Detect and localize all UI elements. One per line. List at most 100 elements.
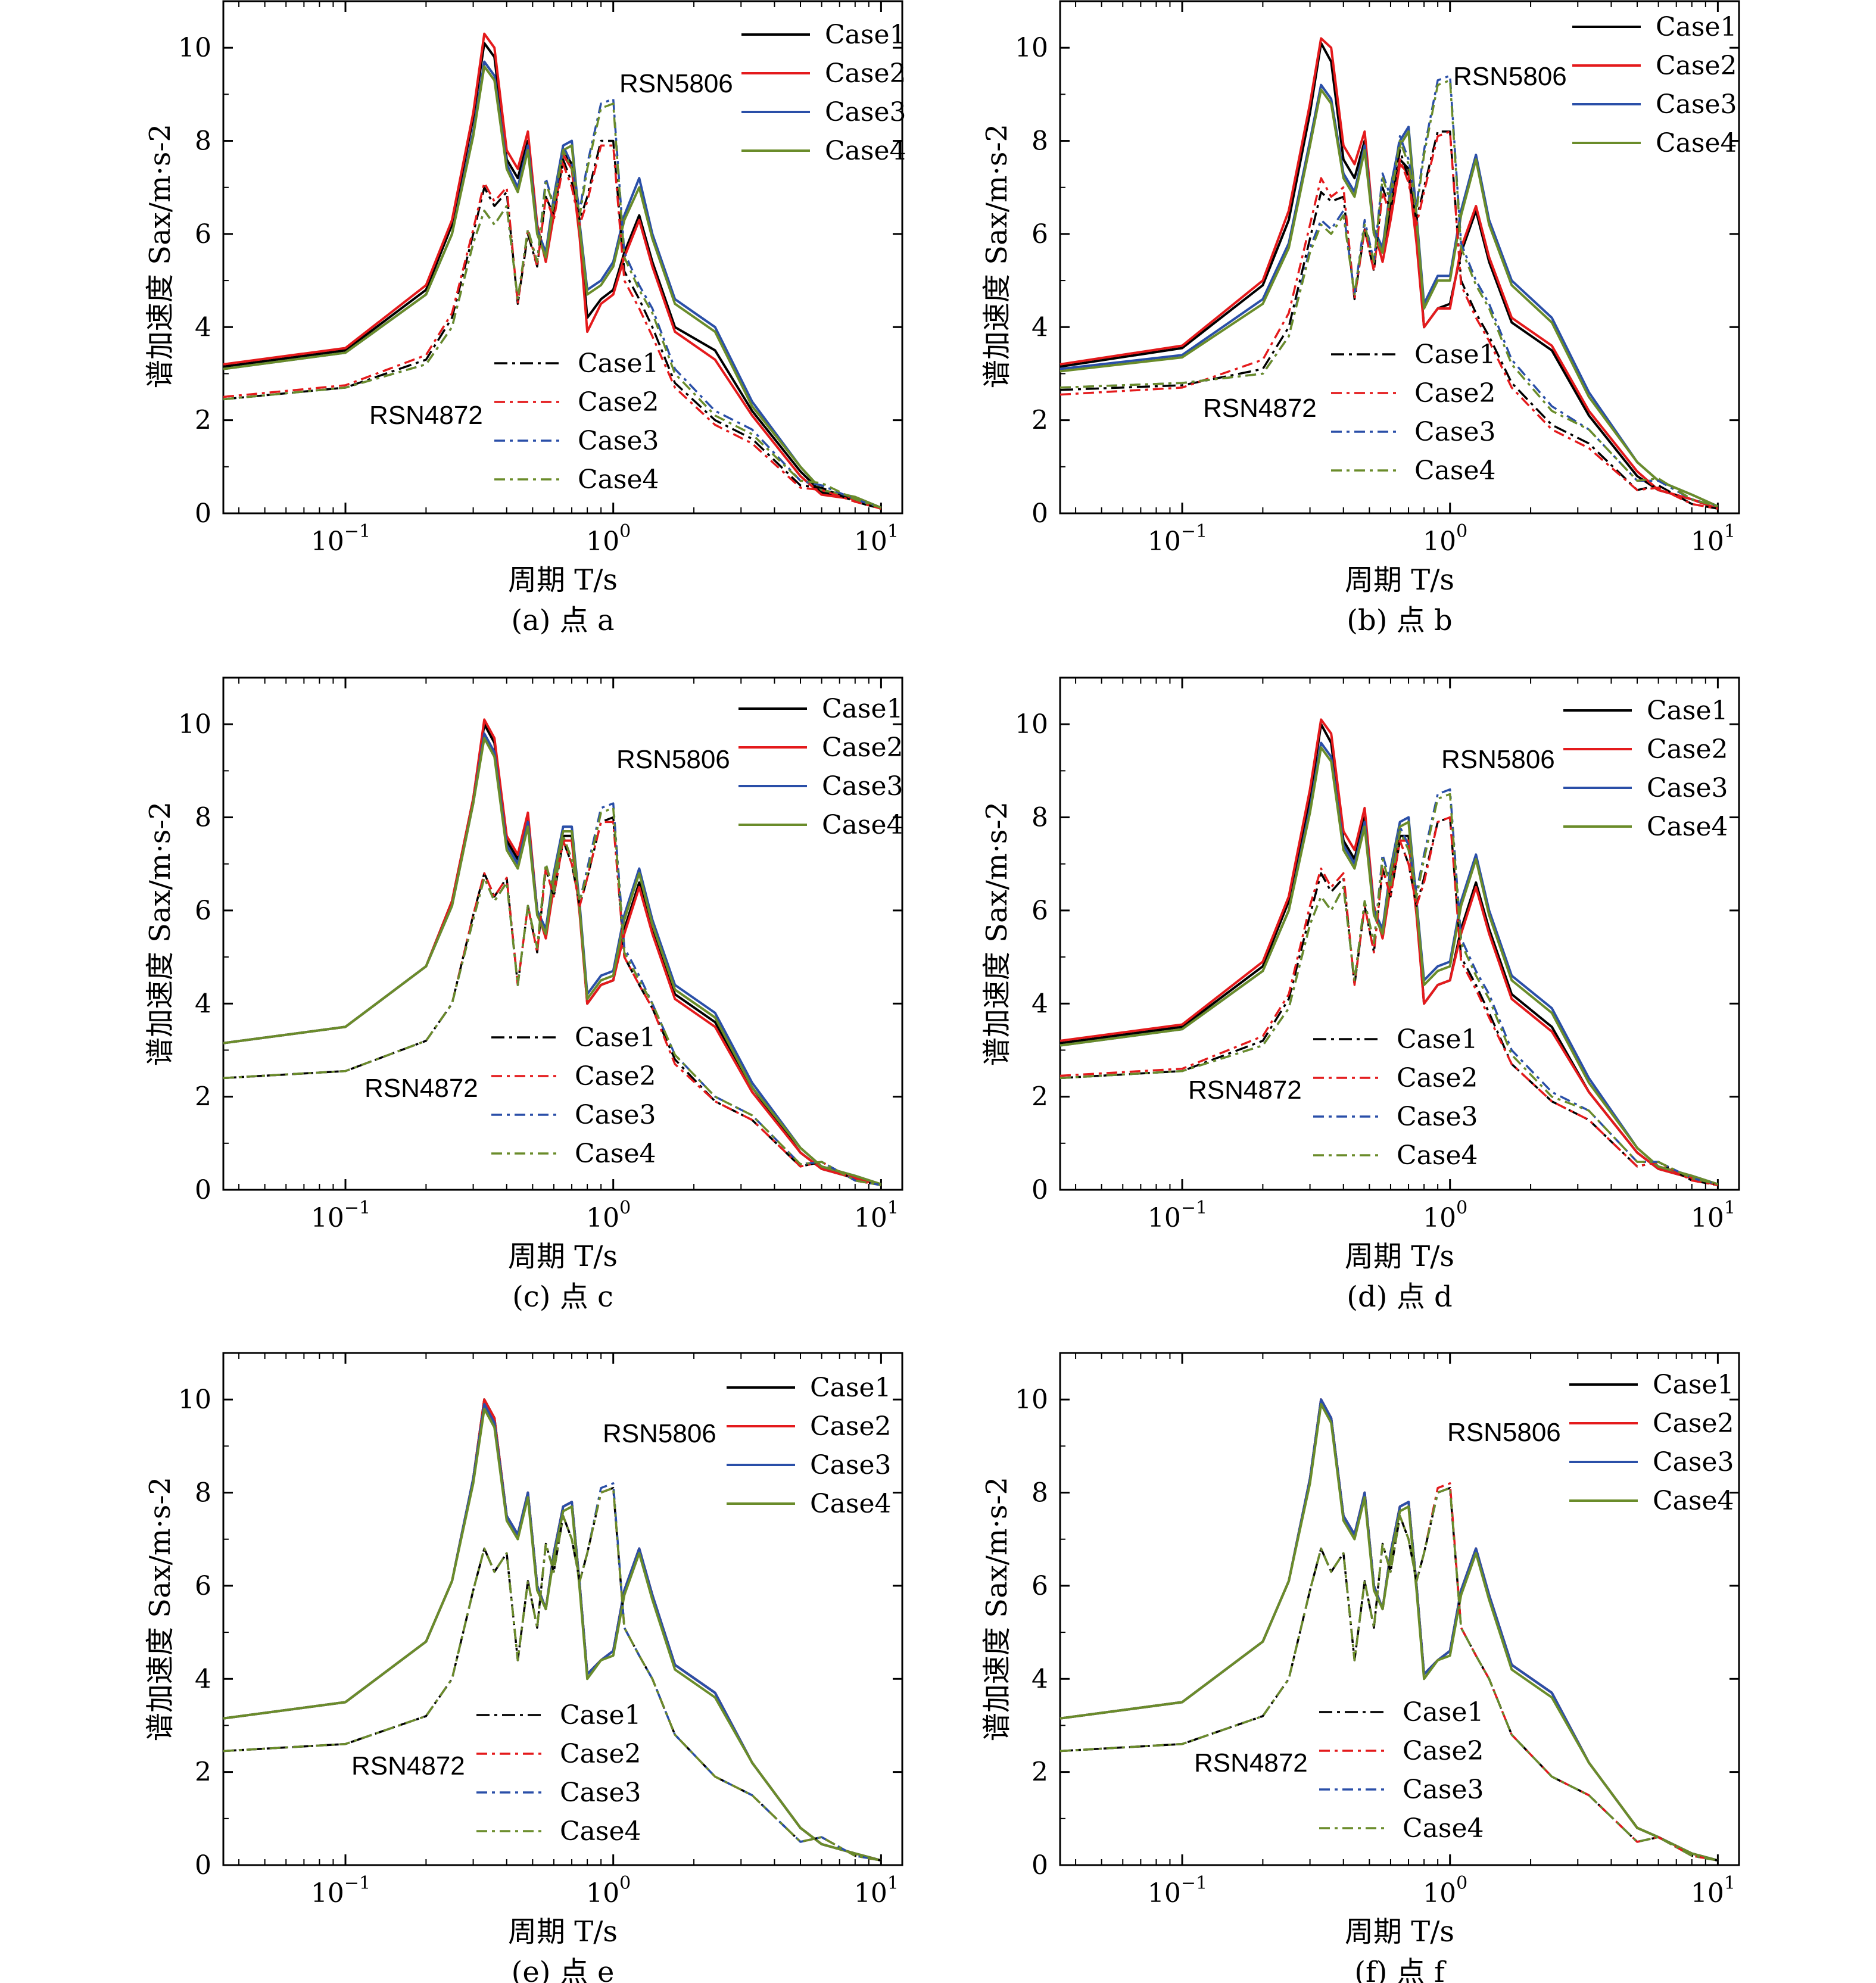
- series-rsn5806-case4: [1059, 746, 1719, 1186]
- legend-label: Case2: [1414, 378, 1496, 409]
- legend-label: Case4: [822, 810, 903, 840]
- panel-caption: (f) 点 f: [1354, 1956, 1447, 1983]
- legend-label: Case2: [825, 58, 906, 89]
- legend-label: Case2: [1653, 1408, 1734, 1439]
- x-tick-label: 101: [854, 1198, 899, 1233]
- y-tick-label: 10: [178, 33, 211, 63]
- panel-caption: (a) 点 a: [511, 604, 614, 637]
- series-rsn5806-case1: [223, 1398, 881, 1862]
- series-rsn5806-case3: [223, 732, 882, 1186]
- x-axis-label: 周期 T/s: [508, 563, 618, 597]
- panel-caption: (e) 点 e: [512, 1956, 615, 1983]
- y-tick-label: 10: [1015, 709, 1048, 740]
- panel-d: 0 2 4 6 8 10 10−1 100 101 周期 T/s 谱加速度 Sax/m·s-2 (d)…: [980, 676, 1740, 1314]
- legend-label: Case1: [1414, 339, 1496, 370]
- series-rsn4872-case2: [223, 144, 881, 510]
- series-rsn5806-case3: [223, 1403, 881, 1862]
- legend-label: Case3: [1414, 417, 1496, 447]
- legend-label: Case4: [575, 1139, 656, 1169]
- panel-c: 0 2 4 6 8 10 10−1 100 101 周期 T/s 谱加速度 Sax/m·s-2 (c)…: [144, 676, 903, 1314]
- y-tick-label: 10: [178, 709, 211, 740]
- series-rsn4872-case4: [1059, 1486, 1718, 1862]
- series-rsn5806-case2: [223, 718, 881, 1187]
- legend-label: Case1: [578, 348, 659, 379]
- legend-label: Case4: [560, 1816, 641, 1847]
- y-tick-label: 8: [1032, 126, 1048, 157]
- series-rsn5806-case2: [1059, 1398, 1718, 1862]
- annotation-lower: RSN4872: [1203, 394, 1317, 423]
- plot-frame: [1059, 1352, 1740, 1866]
- y-tick-label: 8: [1032, 803, 1048, 833]
- legend-label: Case2: [1397, 1063, 1478, 1093]
- x-axis-label: 周期 T/s: [1345, 1915, 1454, 1948]
- series-rsn5806-case1: [1059, 1398, 1718, 1862]
- y-tick-label: 6: [195, 1571, 211, 1601]
- annotation-lower: RSN4872: [1194, 1748, 1308, 1778]
- series-rsn5806-case4: [1059, 88, 1719, 508]
- legend-label: Case1: [1397, 1024, 1478, 1055]
- legend-label: Case2: [810, 1411, 892, 1442]
- series-rsn5806-case2: [223, 1398, 881, 1862]
- annotation-upper: RSN5806: [1441, 745, 1555, 774]
- legend-label: Case1: [810, 1373, 892, 1403]
- y-tick-label: 4: [1032, 1664, 1048, 1694]
- y-tick-label: 6: [1032, 219, 1048, 250]
- y-tick-label: 8: [1032, 1478, 1048, 1508]
- y-tick-label: 10: [1015, 1385, 1048, 1415]
- annotation-upper: RSN5806: [603, 1419, 716, 1448]
- series-rsn5806-case3: [1059, 741, 1719, 1186]
- y-tick-label: 6: [195, 896, 211, 926]
- x-tick-label: 100: [1423, 1198, 1467, 1233]
- legend-label: Case3: [1653, 1447, 1734, 1477]
- y-axis-label: 谱加速度 Sax/m·s-2: [144, 1477, 177, 1741]
- series-rsn5806-case4: [223, 65, 882, 509]
- y-tick-label: 0: [1032, 1850, 1048, 1881]
- y-tick-label: 0: [1032, 1175, 1048, 1205]
- y-tick-label: 4: [195, 1664, 211, 1694]
- annotation-lower: RSN4872: [369, 401, 483, 430]
- y-tick-label: 10: [1015, 33, 1048, 63]
- series-rsn4872-case1: [223, 139, 881, 510]
- y-axis-label: 谱加速度 Sax/m·s-2: [980, 124, 1014, 388]
- y-tick-label: 2: [195, 1757, 211, 1788]
- y-axis-label: 谱加速度 Sax/m·s-2: [144, 802, 177, 1066]
- plot-frame: [1059, 676, 1740, 1191]
- x-tick-label: 10−1: [311, 1873, 370, 1909]
- series-rsn5806-case4: [223, 737, 882, 1186]
- annotation-upper: RSN5806: [1447, 1418, 1561, 1447]
- y-tick-label: 8: [195, 126, 211, 157]
- legend-label: Case2: [575, 1061, 656, 1092]
- series-rsn4872-case1: [1059, 130, 1718, 510]
- panel-b: 0 2 4 6 8 10 10−1 100 101 周期 T/s 谱加速度 Sax/m·s-2 (b)…: [980, 0, 1740, 637]
- x-axis-label: 周期 T/s: [508, 1915, 618, 1948]
- y-tick-label: 6: [1032, 1571, 1048, 1601]
- y-tick-label: 2: [195, 1082, 211, 1112]
- legend-label: Case4: [1647, 812, 1728, 842]
- series-rsn5806-case3: [1059, 1398, 1718, 1862]
- series-rsn5806-case3: [223, 60, 882, 509]
- series-rsn4872-case4: [1059, 79, 1718, 507]
- legend-label: Case3: [1647, 773, 1728, 803]
- panel-f: 0 2 4 6 8 10 10−1 100 101 周期 T/s 谱加速度 Sax/m·s-2 (f)…: [980, 1352, 1740, 1983]
- legend-label: Case2: [1403, 1736, 1484, 1766]
- series-rsn5806-case2: [1059, 37, 1719, 510]
- legend-label: Case4: [825, 136, 906, 166]
- legend-label: Case1: [575, 1022, 656, 1053]
- series-rsn4872-case3: [1059, 74, 1718, 507]
- series-rsn5806-case1: [1059, 723, 1718, 1187]
- legend-label: Case2: [1647, 734, 1728, 765]
- y-tick-label: 2: [195, 406, 211, 436]
- y-tick-label: 6: [195, 219, 211, 250]
- legend-label: Case1: [1656, 12, 1737, 42]
- series-rsn4872-case4: [223, 102, 881, 509]
- x-axis-label: 周期 T/s: [508, 1240, 618, 1273]
- x-tick-label: 101: [1691, 1198, 1735, 1233]
- x-axis-label: 周期 T/s: [1345, 1240, 1454, 1273]
- panel-caption: (b) 点 b: [1347, 604, 1452, 637]
- legend-label: Case2: [578, 387, 659, 417]
- x-tick-label: 100: [1423, 521, 1467, 557]
- x-tick-label: 100: [586, 1873, 631, 1909]
- series-rsn5806-case4: [223, 1407, 881, 1862]
- legend-label: Case3: [810, 1450, 892, 1480]
